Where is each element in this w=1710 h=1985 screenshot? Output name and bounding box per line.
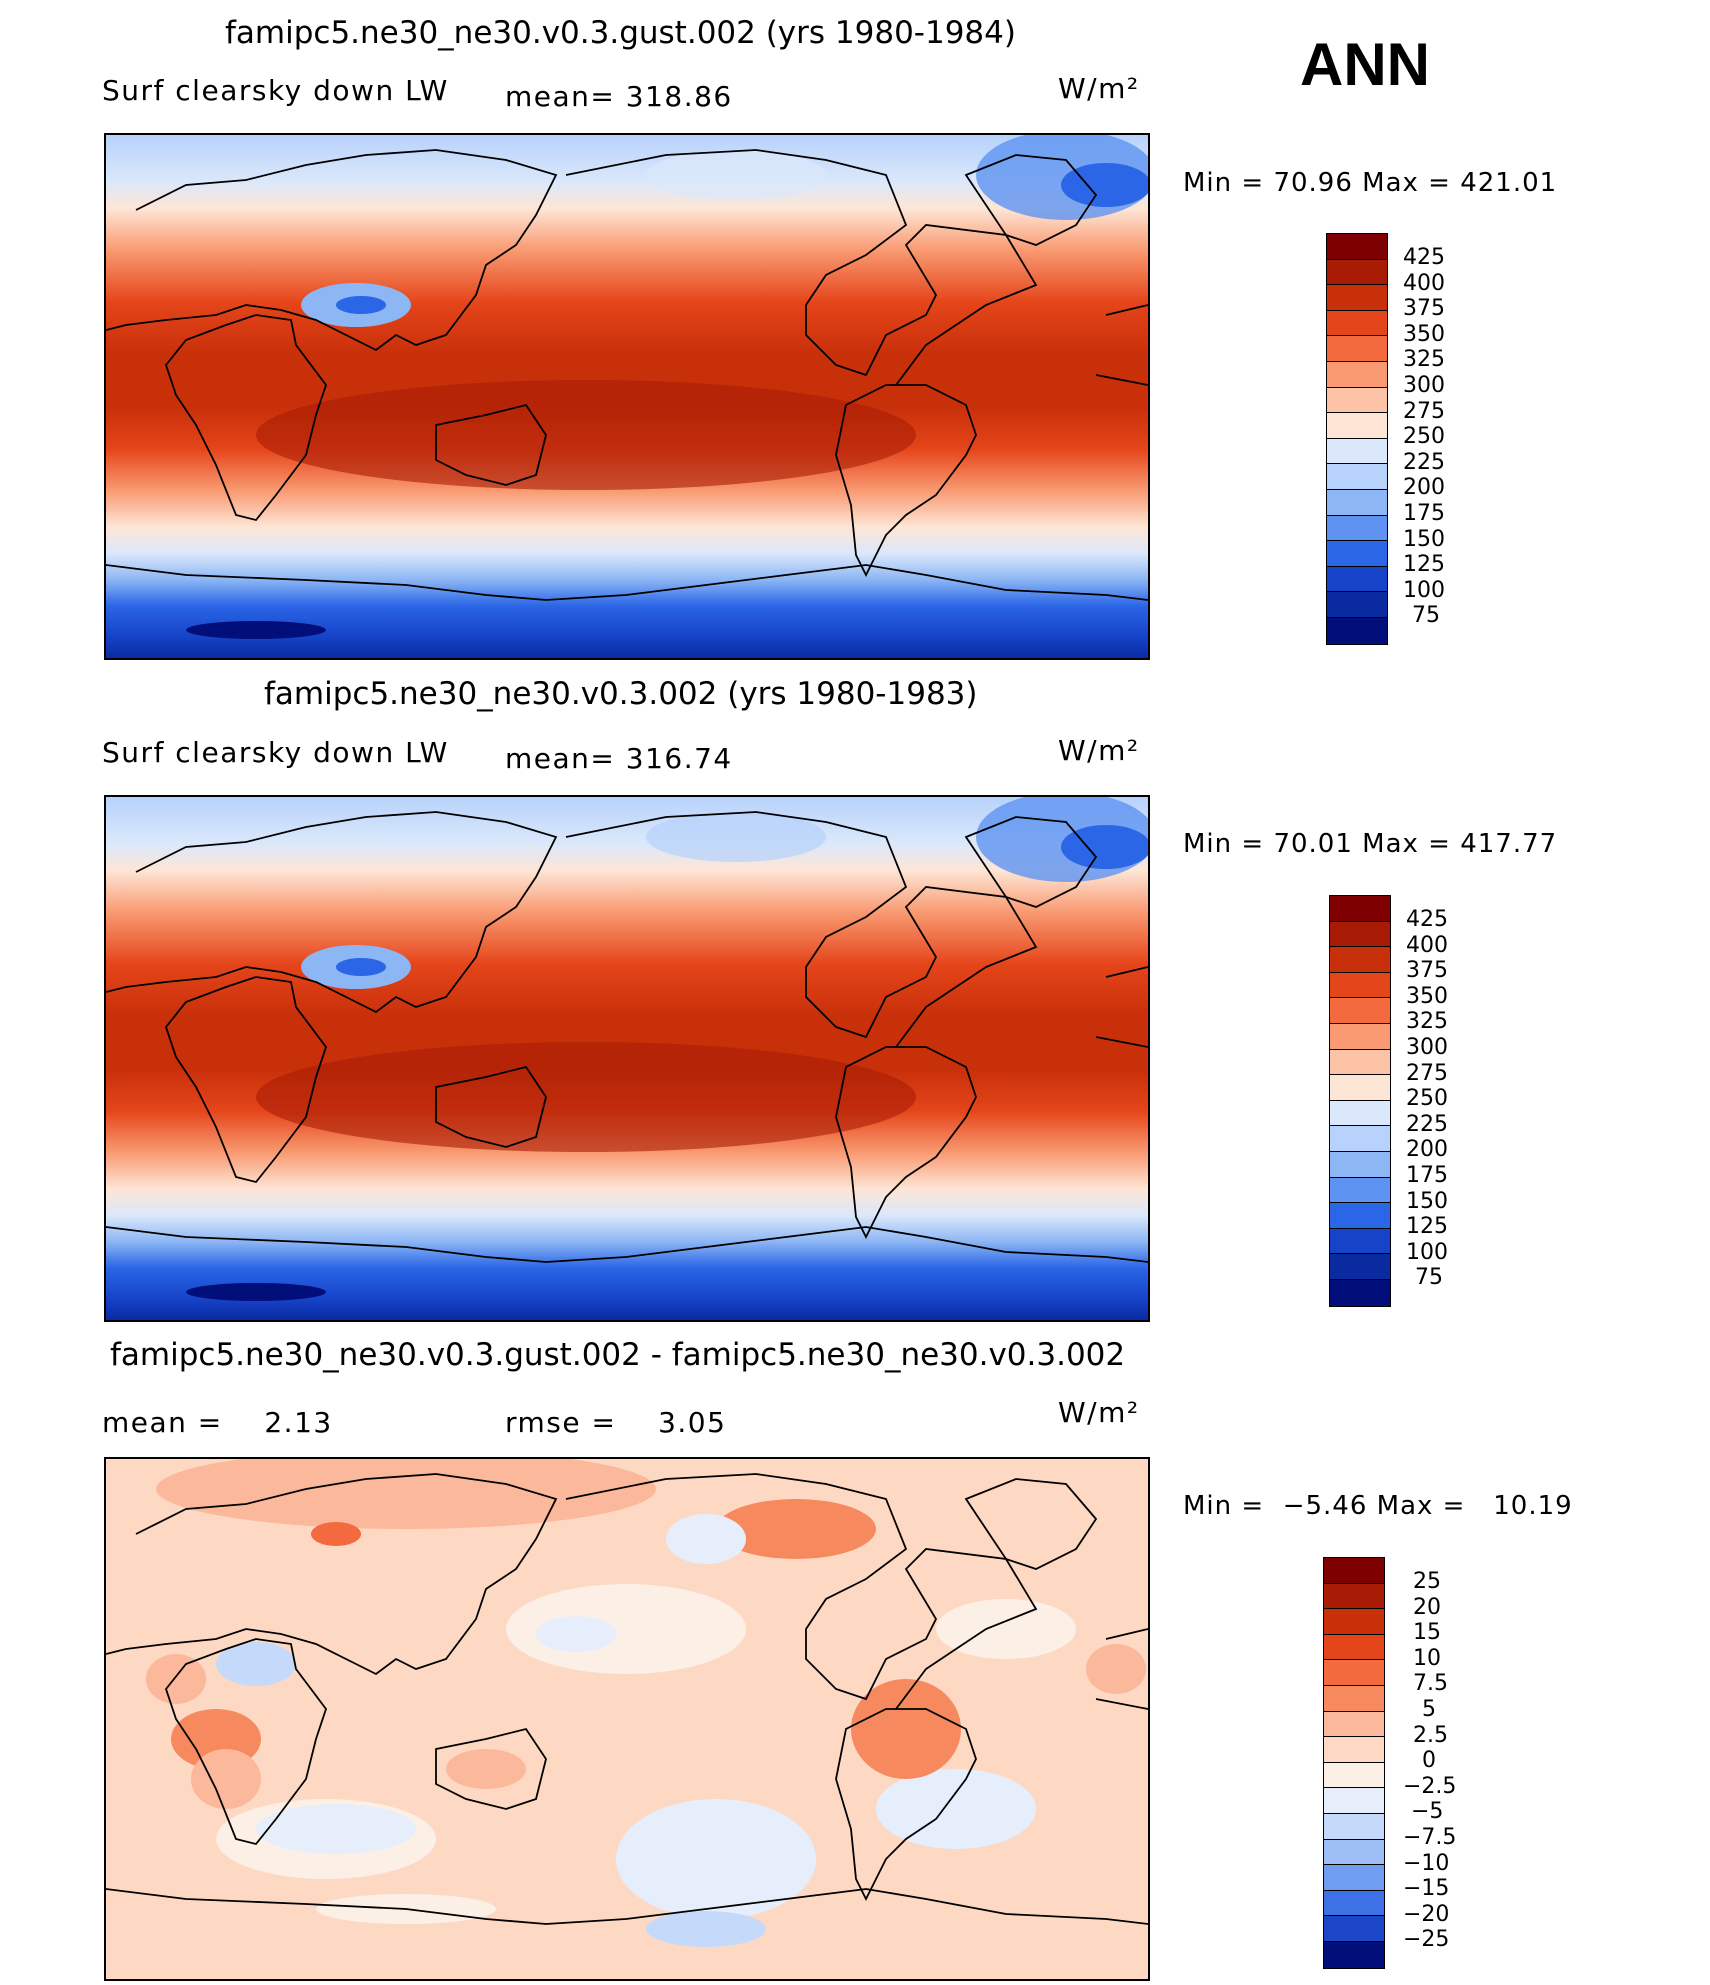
panel1-cbar-label: 200 xyxy=(1403,475,1445,500)
panel1-cbar-label: 275 xyxy=(1403,399,1445,424)
panel2-cbar-label: 325 xyxy=(1406,1009,1448,1034)
panel2-units: W/m² xyxy=(1058,734,1140,767)
panel3-cbar-label: −5 xyxy=(1411,1799,1444,1824)
panel3-title: famipc5.ne30_ne30.v0.3.gust.002 - famipc… xyxy=(110,1337,1126,1373)
panel1-title: famipc5.ne30_ne30.v0.3.gust.002 (yrs 198… xyxy=(225,15,1016,51)
panel3-cbar-label: 10 xyxy=(1413,1646,1441,1671)
panel2-cbar-label: 150 xyxy=(1406,1189,1448,1214)
panel1-cbar-label: 250 xyxy=(1403,424,1445,449)
panel2-title: famipc5.ne30_ne30.v0.3.002 (yrs 1980-198… xyxy=(264,676,978,712)
panel2-minmax: Min = 70.01 Max = 417.77 xyxy=(1183,829,1558,859)
panel3-cbar-label: −2.5 xyxy=(1403,1774,1457,1799)
panel3-cbar-label: 25 xyxy=(1413,1569,1441,1594)
panel3-units: W/m² xyxy=(1058,1396,1140,1429)
panel2-cbar-label: 200 xyxy=(1406,1137,1448,1162)
panel3-cbar-label: 15 xyxy=(1413,1620,1441,1645)
panel2-cbar-label: 375 xyxy=(1406,958,1448,983)
season-label: ANN xyxy=(1300,31,1430,98)
panel1-cbar-label: 400 xyxy=(1403,271,1445,296)
panel2-cbar-label: 275 xyxy=(1406,1061,1448,1086)
panel1-map xyxy=(104,133,1150,660)
panel2-cbar-label: 400 xyxy=(1406,933,1448,958)
panel2-colorbar xyxy=(1329,895,1391,1307)
panel2-cbar-label: 75 xyxy=(1415,1265,1443,1290)
panel1-cbar-label: 150 xyxy=(1403,527,1445,552)
panel1-variable: Surf clearsky down LW xyxy=(102,74,449,107)
panel2-map xyxy=(104,795,1150,1322)
panel2-variable: Surf clearsky down LW xyxy=(102,736,449,769)
panel1-cbar-label: 425 xyxy=(1403,245,1445,270)
panel1-cbar-label: 125 xyxy=(1403,552,1445,577)
panel3-map xyxy=(104,1457,1150,1981)
panel1-cbar-label: 375 xyxy=(1403,296,1445,321)
panel3-cbar-label: 5 xyxy=(1422,1697,1436,1722)
panel2-cbar-label: 100 xyxy=(1406,1240,1448,1265)
panel1-cbar-label: 75 xyxy=(1412,603,1440,628)
panel1-cbar-label: 350 xyxy=(1403,322,1445,347)
panel1-units: W/m² xyxy=(1058,72,1140,105)
panel2-map-field xyxy=(106,797,1148,1320)
panel3-cbar-label: −15 xyxy=(1403,1876,1450,1901)
panel2-mean: mean= 316.74 xyxy=(505,742,733,775)
panel3-cbar-label: −7.5 xyxy=(1403,1825,1457,1850)
panel3-cbar-label: 20 xyxy=(1413,1595,1441,1620)
panel1-cbar-label: 300 xyxy=(1403,373,1445,398)
panel3-rmse: rmse = 3.05 xyxy=(505,1406,727,1439)
panel1-cbar-label: 175 xyxy=(1403,501,1445,526)
panel3-cbar-label: −25 xyxy=(1403,1927,1450,1952)
panel2-cbar-label: 250 xyxy=(1406,1086,1448,1111)
panel1-map-field xyxy=(106,135,1148,658)
panel1-mean: mean= 318.86 xyxy=(505,80,733,113)
panel3-colorbar xyxy=(1323,1557,1385,1969)
panel3-map-field xyxy=(106,1459,1148,1979)
panel2-cbar-label: 350 xyxy=(1406,984,1448,1009)
panel2-cbar-label: 225 xyxy=(1406,1112,1448,1137)
panel3-cbar-label: 2.5 xyxy=(1413,1723,1448,1748)
panel2-cbar-label: 425 xyxy=(1406,907,1448,932)
panel3-cbar-label: 0 xyxy=(1422,1748,1436,1773)
panel3-minmax: Min = −5.46 Max = 10.19 xyxy=(1183,1491,1573,1521)
panel3-cbar-label: 7.5 xyxy=(1413,1671,1448,1696)
panel1-cbar-label: 100 xyxy=(1403,578,1445,603)
panel2-cbar-label: 300 xyxy=(1406,1035,1448,1060)
panel2-cbar-label: 125 xyxy=(1406,1214,1448,1239)
panel1-cbar-label: 225 xyxy=(1403,450,1445,475)
panel3-cbar-label: −20 xyxy=(1403,1902,1450,1927)
panel1-minmax: Min = 70.96 Max = 421.01 xyxy=(1183,168,1558,198)
panel3-cbar-label: −10 xyxy=(1403,1851,1450,1876)
panel2-cbar-label: 175 xyxy=(1406,1163,1448,1188)
panel1-colorbar xyxy=(1326,233,1388,645)
panel3-mean: mean = 2.13 xyxy=(102,1406,333,1439)
panel1-cbar-label: 325 xyxy=(1403,347,1445,372)
